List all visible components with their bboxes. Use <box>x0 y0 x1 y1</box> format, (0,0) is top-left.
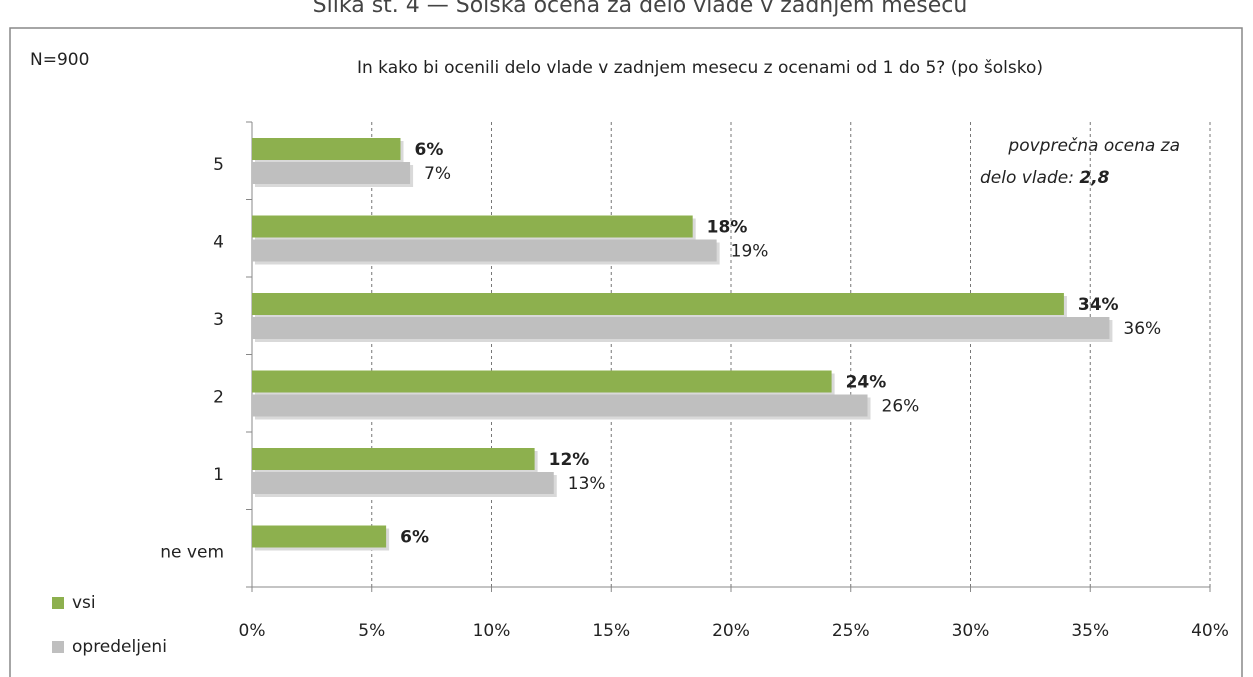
legend-label: vsi <box>72 593 96 613</box>
bar <box>252 370 832 393</box>
bar <box>252 472 554 494</box>
annotation: povprečna ocena za <box>1007 136 1180 156</box>
legend-label: opredeljeni <box>72 637 167 657</box>
y-tick-label: 2 <box>213 387 224 407</box>
bar <box>252 394 868 417</box>
chart-title: In kako bi ocenili delo vlade v zadnjem … <box>357 58 1043 78</box>
annotation-value: 2,8 <box>1079 168 1109 188</box>
data-label: 7% <box>424 164 451 184</box>
y-tick-label: 5 <box>213 155 224 175</box>
bar <box>252 215 693 238</box>
y-tick-label: 4 <box>213 232 224 252</box>
bar <box>252 293 1064 315</box>
data-label: 26% <box>882 397 920 417</box>
data-label: 36% <box>1123 319 1161 339</box>
bar <box>252 448 535 470</box>
legend-swatch <box>52 597 64 609</box>
x-tick-label: 35% <box>1071 621 1109 641</box>
data-label: 18% <box>707 218 748 238</box>
y-tick-label: 1 <box>213 465 224 485</box>
annotation: delo vlade: <box>980 168 1074 188</box>
bar <box>252 525 387 548</box>
bar <box>252 162 411 184</box>
data-label: 12% <box>549 450 590 470</box>
x-tick-label: 40% <box>1191 621 1229 641</box>
data-label: 34% <box>1078 295 1119 315</box>
x-tick-label: 0% <box>239 621 266 641</box>
bar <box>252 138 401 160</box>
y-tick-label: 3 <box>213 310 224 330</box>
bar <box>252 239 717 262</box>
annotation: delo vlade: 2,8 <box>980 168 1110 188</box>
data-label: 19% <box>731 242 769 262</box>
frame <box>9 27 1243 677</box>
note: N=900 <box>30 50 89 70</box>
data-label: 6% <box>400 528 429 548</box>
legend-swatch <box>52 641 64 653</box>
data-label: 6% <box>414 140 443 160</box>
x-tick-label: 20% <box>712 621 750 641</box>
data-label: 24% <box>846 373 887 393</box>
x-tick-label: 15% <box>592 621 630 641</box>
x-tick-label: 25% <box>832 621 870 641</box>
caption: Slika št. 4 — Šolska ocena za delo vlade… <box>313 0 968 18</box>
y-tick-label: ne vem <box>160 542 224 562</box>
bar <box>252 317 1110 339</box>
x-tick-label: 5% <box>358 621 385 641</box>
data-label: 13% <box>568 474 606 494</box>
x-tick-label: 30% <box>952 621 990 641</box>
x-tick-label: 10% <box>473 621 511 641</box>
